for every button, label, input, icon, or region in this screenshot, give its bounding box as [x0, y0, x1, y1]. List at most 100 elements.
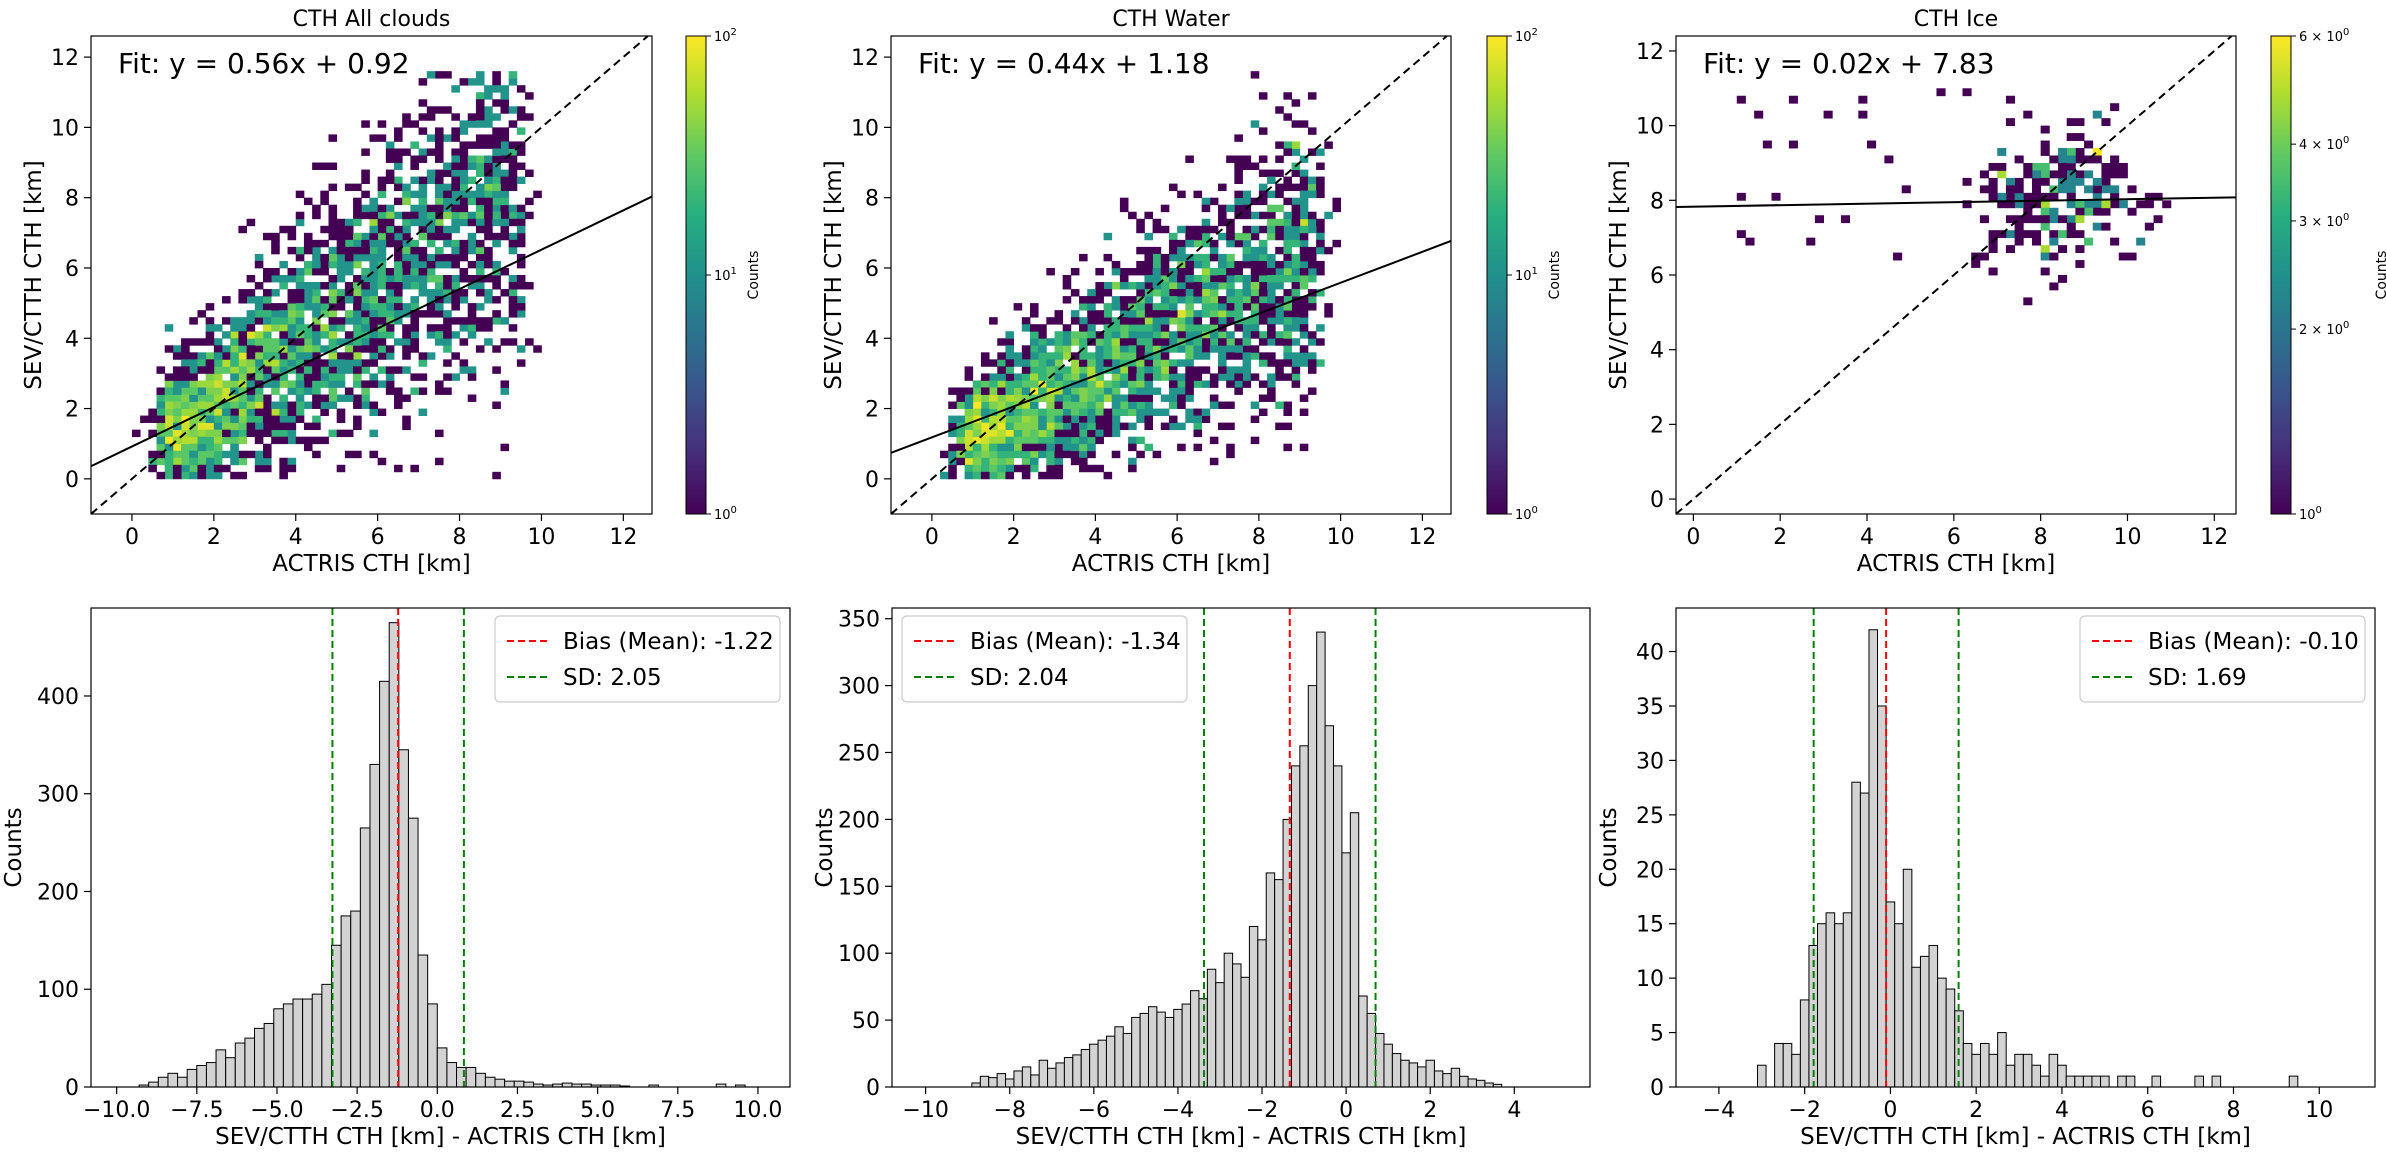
heatmap-cell [410, 464, 419, 473]
heatmap-cell [1258, 380, 1268, 388]
heatmap-cell [508, 310, 518, 318]
heatmap-cell [1103, 289, 1113, 297]
heatmap-cell [1005, 464, 1015, 473]
heatmap-cell [353, 394, 362, 402]
legend-label: SD: 2.04 [970, 665, 1069, 691]
heatmap-cell [156, 471, 166, 480]
heatmap-cell [320, 267, 329, 276]
heatmap-cell [222, 366, 231, 374]
heatmap-cell [213, 443, 223, 452]
histogram-bar [1799, 999, 1810, 1088]
heatmap-cell [377, 310, 387, 318]
heatmap-cell [426, 169, 436, 177]
heatmap-cell [1136, 401, 1145, 409]
heatmap-cell [394, 366, 403, 374]
heatmap-cell [1168, 345, 1178, 353]
heatmap-cell [1070, 457, 1080, 466]
heatmap-cell [1062, 380, 1072, 388]
heatmap-cell [492, 310, 501, 318]
x-tick-label: −4 [1162, 1098, 1194, 1123]
heatmap-cell [1736, 192, 1746, 201]
heatmap-cell [467, 120, 477, 128]
heatmap-cell [385, 148, 395, 156]
heatmap-cell [377, 282, 387, 290]
heatmap-cell [189, 317, 198, 325]
histogram-bar [1358, 995, 1368, 1088]
heatmap-cell [459, 155, 469, 163]
colorbar-gradient [685, 35, 707, 515]
colorbar-label: Counts [746, 251, 762, 300]
heatmap-cell [972, 387, 982, 395]
legend-label: Bias (Mean): -0.10 [2148, 629, 2359, 655]
heatmap-cell [156, 401, 166, 409]
heatmap-cell [1218, 296, 1227, 304]
heatmap-cell [254, 401, 264, 409]
heatmap-cell [1079, 394, 1088, 402]
heatmap-cell [972, 394, 982, 402]
heatmap-cell [246, 429, 256, 438]
heatmap-cell [1160, 408, 1170, 416]
heatmap-cell [1242, 239, 1252, 248]
heatmap-cell [1185, 296, 1194, 304]
heatmap-cell [451, 253, 460, 262]
heatmap-cell [1079, 352, 1088, 360]
heatmap-cell [1283, 275, 1292, 283]
heatmap-cell [1762, 140, 1772, 149]
histogram-bar [1080, 1049, 1091, 1088]
heatmap-cell [492, 345, 501, 353]
heatmap-cell [1177, 324, 1186, 332]
heatmap-cell [1070, 338, 1080, 346]
heatmap-cell [271, 310, 280, 318]
heatmap-cell [1299, 176, 1309, 185]
heatmap-cell [2110, 103, 2120, 112]
heatmap-cell [181, 387, 190, 395]
heatmap-cell [1275, 190, 1284, 199]
heatmap-cell [1038, 422, 1047, 431]
heatmap-cell [484, 260, 493, 269]
heatmap-cell [222, 345, 231, 353]
heatmap-cell [1087, 331, 1096, 339]
heatmap-cell [508, 106, 518, 114]
heatmap-cell [1299, 197, 1309, 206]
heatmap-cell [189, 471, 198, 480]
heatmap-cell [1111, 366, 1121, 374]
heatmap-cell [434, 246, 444, 255]
heatmap-cell [1119, 352, 1129, 360]
heatmap-cell [525, 211, 534, 220]
heatmap-cell [1005, 380, 1015, 388]
heatmap-cell [1234, 324, 1243, 332]
heatmap-cell [1029, 429, 1039, 438]
heatmap-cell [1291, 303, 1301, 311]
heatmap-cell [344, 345, 354, 353]
heatmap-cell [353, 324, 362, 332]
heatmap-cell [508, 239, 518, 248]
heatmap-cell [189, 443, 198, 452]
heatmap-cell [1054, 422, 1064, 431]
heatmap-cell [336, 317, 346, 325]
heatmap-cell [1209, 436, 1219, 445]
heatmap-cell [262, 422, 272, 431]
heatmap-cell [1013, 380, 1023, 388]
histogram-bar [2031, 1064, 2042, 1088]
heatmap-cell [1258, 183, 1268, 192]
heatmap-cell [1046, 464, 1055, 473]
histogram-bar [1774, 1042, 1784, 1088]
heatmap-cell [484, 120, 493, 128]
heatmap-cell [2014, 215, 2024, 224]
heatmap-cell [1119, 324, 1129, 332]
heatmap-cell [197, 443, 207, 452]
heatmap-cell [287, 352, 297, 360]
heatmap-cell [287, 422, 297, 431]
heatmap-cell [2153, 215, 2163, 224]
plot-frame [891, 607, 1591, 1088]
heatmap-cell [369, 218, 379, 227]
heatmap-cell [1144, 422, 1154, 431]
heatmap-cell [369, 232, 379, 241]
heatmap-cell [2049, 237, 2059, 246]
heatmap-cell [156, 422, 166, 431]
heatmap-cell [484, 106, 493, 114]
heatmap-cell [213, 436, 223, 445]
heatmap-cell [262, 317, 272, 325]
heatmap-cell [1103, 324, 1113, 332]
